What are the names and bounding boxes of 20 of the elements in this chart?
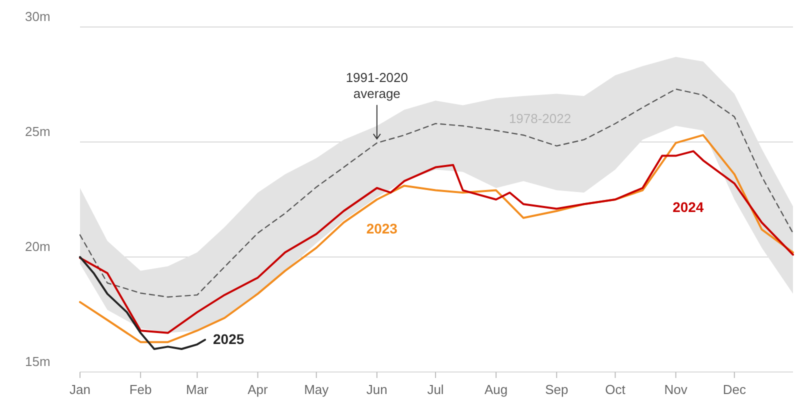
x-tick-label: Jun (366, 382, 388, 397)
text: 1991-2020 average (346, 70, 408, 102)
text: 2024 (672, 198, 704, 215)
x-tick-label: Apr (248, 382, 269, 397)
x-tick-label: Aug (484, 382, 508, 397)
x-tick-label: Oct (605, 382, 626, 397)
x-tick-label: Sep (545, 382, 568, 397)
y-tick-label: 25m (25, 124, 50, 139)
y-tick-label: 15m (25, 354, 50, 369)
y-tick-label: 20m (25, 239, 50, 254)
x-tick-label: Dec (722, 382, 746, 397)
series-label: 2023 (366, 220, 398, 236)
x-tick-label: Nov (664, 382, 688, 397)
x-tick-label: Feb (129, 382, 152, 397)
x-tick-label: May (304, 382, 330, 397)
x-tick-label: Jan (70, 382, 90, 397)
y-tick-label: 30m (25, 9, 50, 24)
x-tick-label: Mar (186, 382, 210, 397)
series-label: 2025 (213, 330, 244, 347)
x-tick-label: Jul (427, 382, 444, 397)
